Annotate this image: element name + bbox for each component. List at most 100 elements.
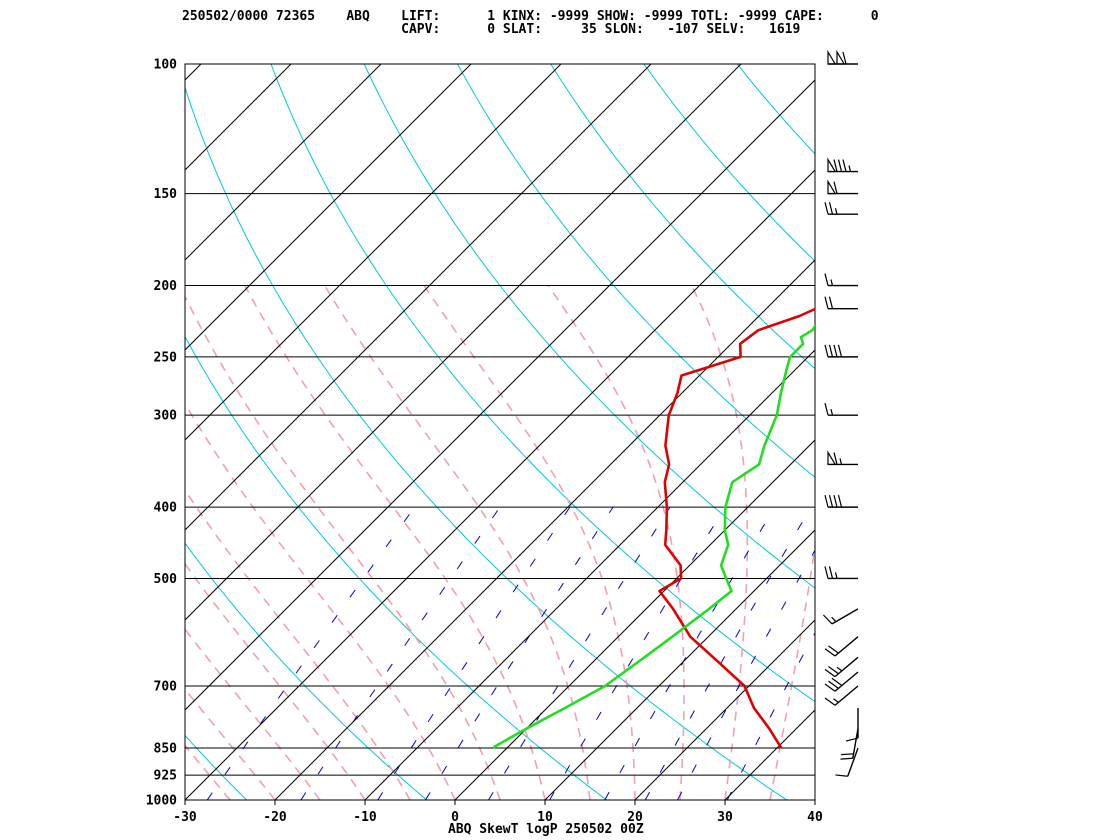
wind-barb-feather — [833, 344, 838, 358]
isotherm — [0, 64, 21, 800]
wind-barb-feather — [833, 159, 838, 172]
dry-adiabat — [363, 64, 815, 589]
dry-adiabat — [185, 335, 608, 800]
moist-adiabat — [423, 285, 636, 800]
dry-adiabat — [736, 64, 815, 155]
isotherm — [185, 64, 652, 531]
pressure-label: 300 — [154, 409, 178, 424]
wind-barb-feather — [828, 296, 834, 309]
moist-adiabat — [324, 285, 591, 800]
wind-barb-feather — [824, 494, 829, 508]
isotherm — [0, 64, 111, 800]
pressure-label: 100 — [154, 58, 178, 73]
wind-barb-half-feather — [834, 208, 838, 215]
pressure-label: 400 — [154, 501, 178, 516]
wind-barb — [827, 179, 858, 195]
isotherm — [185, 169, 815, 800]
wind-barb-half-feather — [830, 279, 834, 286]
wind-barb — [824, 403, 858, 416]
moist-adiabat — [547, 285, 685, 800]
wind-barb-staff — [834, 685, 859, 706]
wind-barb-half-feather — [830, 409, 834, 416]
wind-barb-feather — [828, 202, 834, 215]
mixing-ratio-line — [377, 506, 571, 800]
chart-footer: ABQ SkewT logP 250502 00Z — [448, 822, 644, 837]
isotherm — [185, 79, 815, 711]
wind-barb — [824, 671, 859, 692]
wind-barb-feather — [824, 697, 836, 706]
wind-barb-feather — [824, 648, 836, 657]
wind-barb-staff — [834, 656, 859, 678]
dry-adiabat — [1092, 48, 1120, 816]
temperature-tick-label: 10 — [537, 810, 553, 825]
temperature-tick-label: -10 — [353, 810, 377, 825]
temperature-tick-label: -30 — [173, 810, 197, 825]
background-lines — [0, 48, 1120, 816]
wind-barb-feather — [840, 757, 853, 760]
pressure-label: 925 — [154, 769, 177, 784]
pressure-label: 1000 — [146, 794, 177, 809]
wind-barb-pennant — [827, 49, 837, 65]
temperature-profile — [658, 307, 815, 749]
wind-barb-staff — [852, 728, 859, 759]
wind-barb — [824, 296, 858, 310]
wind-barb — [824, 685, 859, 706]
wind-barb-feather — [833, 494, 838, 508]
wind-barb-feather — [824, 344, 829, 358]
isotherm — [185, 64, 472, 351]
wind-barb — [835, 747, 859, 777]
wind-barb-feather — [824, 403, 829, 416]
isobars — [184, 63, 816, 801]
wind-barb-half-feather — [834, 572, 838, 579]
mixing-ratio-line — [726, 631, 815, 800]
isotherm — [185, 64, 562, 441]
wind-barb-feather — [824, 566, 829, 579]
wind-barb-feather — [837, 344, 843, 358]
wind-barb-feather — [842, 51, 847, 65]
isotherm — [454, 439, 815, 800]
pressure-label: 850 — [154, 742, 178, 757]
wind-barb-pennant — [827, 157, 837, 173]
wind-barb-feather — [835, 774, 848, 777]
wind-barb-feather — [828, 566, 834, 579]
wind-barb-feather — [842, 159, 847, 172]
moist-adiabat — [814, 796, 815, 800]
isotherm — [814, 799, 815, 800]
mixing-ratio-line — [677, 549, 815, 800]
wind-barb-feather — [831, 677, 843, 686]
wind-barb-feather — [833, 181, 838, 194]
dry-adiabat — [185, 85, 788, 800]
wind-barb-feather — [837, 494, 843, 508]
isotherm — [364, 349, 815, 800]
wind-barb-pennant — [827, 179, 837, 195]
wind-barbs — [822, 49, 859, 777]
dry-adiabat — [643, 64, 815, 262]
isotherm — [185, 64, 382, 261]
moist-adiabat — [185, 402, 456, 800]
wind-barb-pennant — [827, 450, 837, 466]
isotherm — [185, 64, 742, 621]
wind-barb — [827, 450, 858, 466]
wind-barb-pennant — [836, 49, 846, 65]
wind-barb-feather — [833, 452, 838, 465]
wind-barb — [827, 157, 858, 173]
moist-adiabat — [185, 627, 321, 800]
mixing-ratio-line — [549, 506, 726, 800]
wind-barb-staff — [834, 671, 859, 692]
wind-barb-half-feather — [833, 698, 839, 703]
isotherm — [544, 529, 815, 800]
dry-adiabat — [185, 542, 428, 800]
wind-barb-feather — [828, 344, 834, 358]
wind-barb-feather — [824, 273, 829, 286]
moist-adiabat — [185, 488, 411, 800]
wind-barb-feather — [824, 296, 829, 309]
isotherm — [274, 259, 815, 800]
profiles — [492, 307, 815, 750]
wind-barb — [824, 273, 858, 287]
wind-barb-feather — [841, 753, 854, 756]
wind-barb-feather — [828, 645, 839, 654]
moist-adiabat — [244, 285, 546, 800]
wind-barb-feather — [824, 668, 836, 678]
